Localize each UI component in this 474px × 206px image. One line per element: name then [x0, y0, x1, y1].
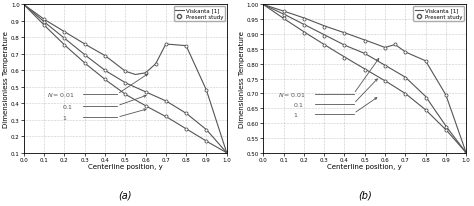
Y-axis label: Dimensionless Temperature: Dimensionless Temperature [239, 31, 246, 127]
Legend: Viskanta [1], Present study: Viskanta [1], Present study [173, 7, 225, 21]
Y-axis label: Dimensionless Temperature: Dimensionless Temperature [3, 31, 9, 127]
X-axis label: Centerline position, y: Centerline position, y [328, 164, 402, 170]
X-axis label: Centerline position, y: Centerline position, y [88, 164, 163, 170]
Text: $0.1$: $0.1$ [63, 102, 73, 110]
Text: $1$: $1$ [292, 110, 298, 118]
Text: $N = 0.01$: $N = 0.01$ [47, 91, 75, 99]
Text: $1$: $1$ [63, 114, 68, 122]
Text: (b): (b) [358, 189, 372, 199]
Text: (a): (a) [118, 189, 132, 199]
Text: $N = 0.01$: $N = 0.01$ [278, 91, 306, 98]
Text: $0.1$: $0.1$ [292, 100, 304, 108]
Legend: Viskanta [1], Present study: Viskanta [1], Present study [413, 7, 465, 21]
